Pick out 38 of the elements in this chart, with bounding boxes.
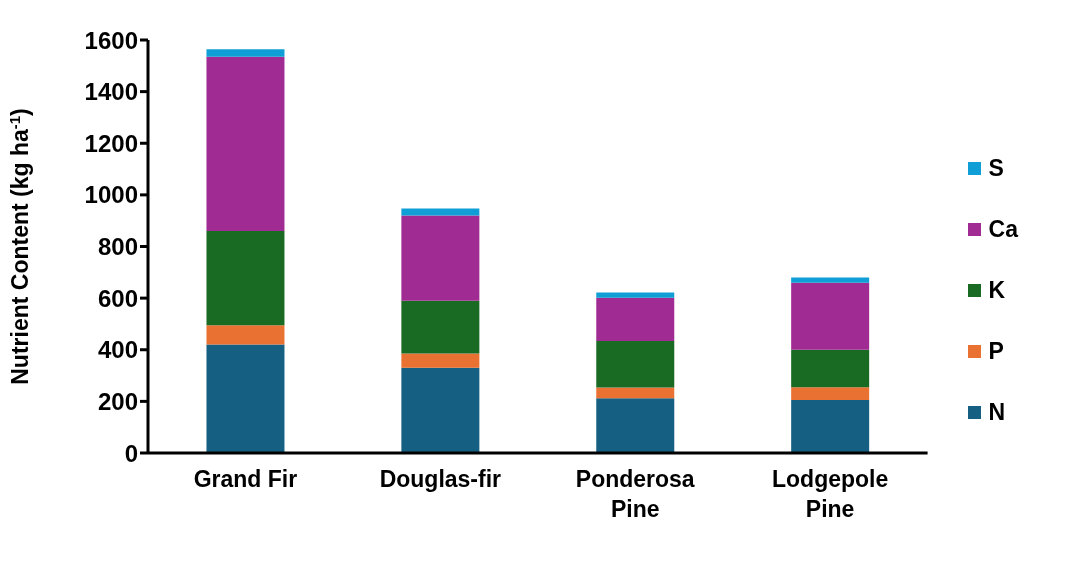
bar [596,292,675,298]
bar [206,344,285,453]
y-tick-label: 800 [97,233,138,261]
x-tick-label: Grand Fir [193,466,298,492]
legend-label: K [988,277,1006,304]
y-tick-label: 1200 [84,129,138,157]
bar [206,49,285,57]
x-tick-label: Ponderosa Pine [575,466,695,522]
y-tick-label: 1600 [84,26,138,54]
bar [791,349,870,388]
bar [206,231,285,326]
bar [401,367,480,453]
bar [791,282,870,350]
y-tick-label: 1000 [84,181,138,209]
bar [401,300,480,354]
bar [596,398,675,453]
y-tick-label: 0 [124,439,138,467]
legend-label: S [988,155,1004,182]
y-tick-label: 1400 [84,78,138,106]
bar [401,353,480,368]
bar [596,387,675,399]
bar [401,215,480,301]
x-tick-label: Douglas-fir [379,466,502,492]
legend-label: Ca [988,216,1018,243]
bar [206,56,285,232]
y-tick-label: 600 [97,284,138,312]
y-tick-label: 200 [97,387,138,415]
y-tick-label: 400 [97,336,138,364]
bar [791,387,870,401]
legend-label: P [988,338,1004,365]
bar [596,297,675,341]
bar [791,400,870,453]
bar [401,208,480,216]
bar [791,277,870,283]
legend-label: N [988,399,1006,426]
bar [206,325,285,345]
x-tick-label: Lodgepole Pine [772,466,889,522]
bar [596,340,675,388]
